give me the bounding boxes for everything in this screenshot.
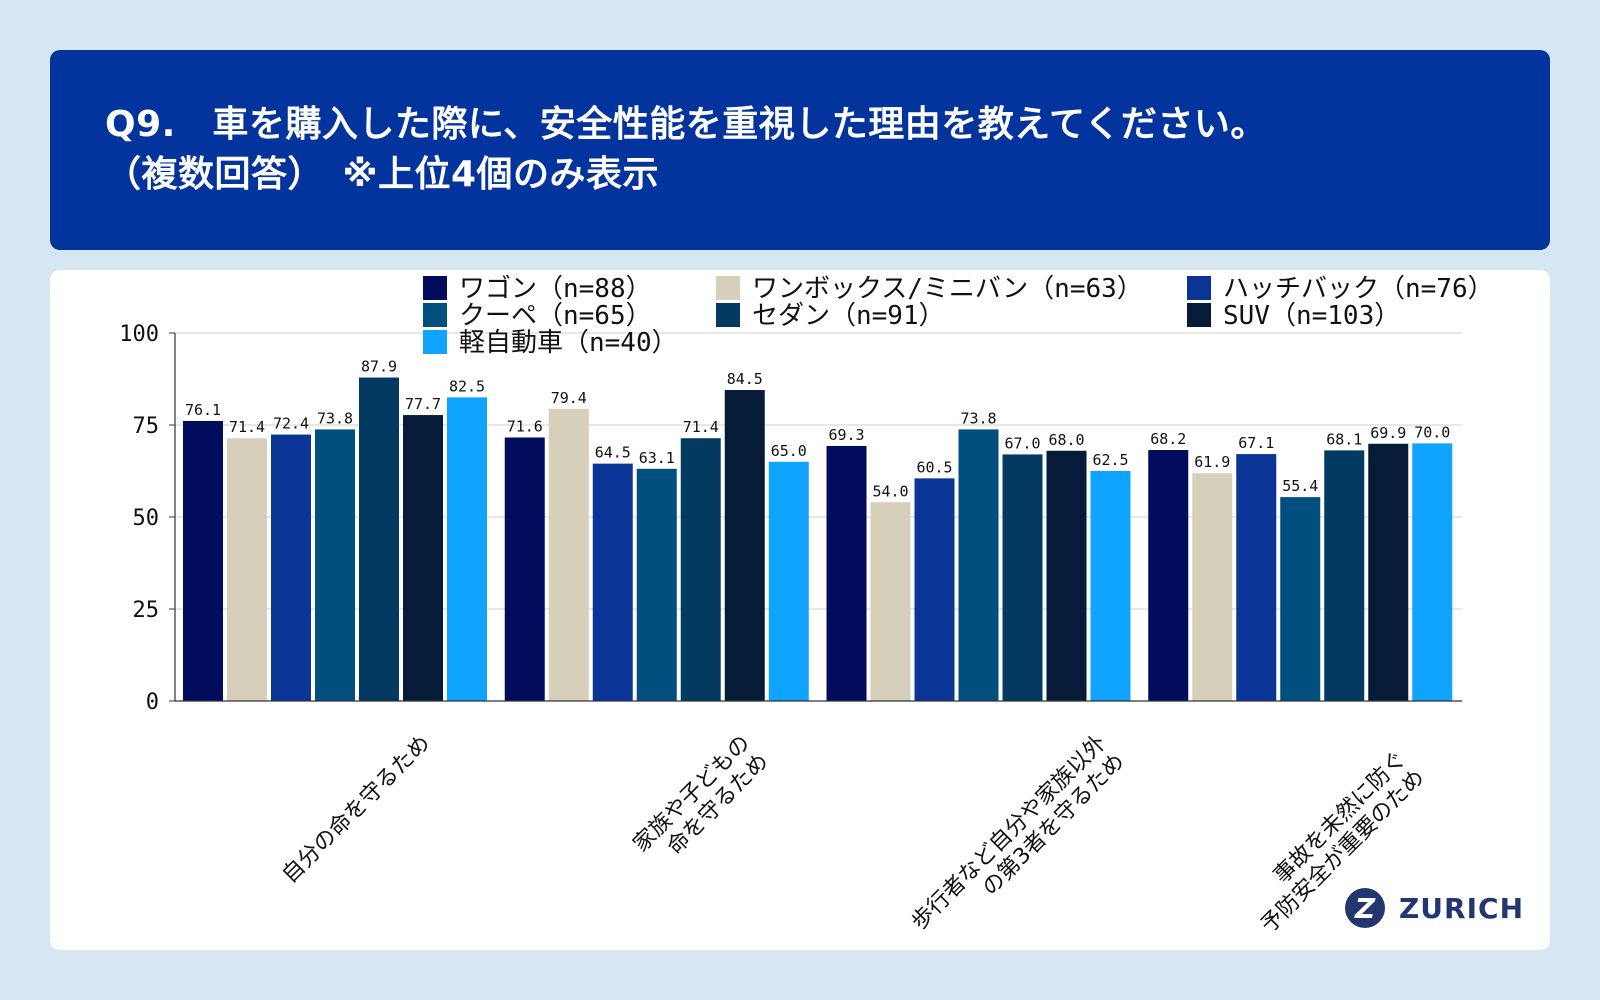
bar-value-label: 71.6: [507, 418, 543, 436]
bar: [870, 502, 911, 701]
bar: [724, 390, 765, 701]
legend-swatch: [423, 303, 447, 327]
bar: [636, 468, 677, 701]
question-title-line2: （複数回答） ※上位4個のみ表示: [105, 154, 660, 195]
bar-value-label: 82.5: [449, 377, 485, 395]
bar: [548, 408, 589, 701]
legend-swatch: [716, 276, 740, 300]
legend-swatch: [423, 276, 447, 300]
bar: [227, 438, 267, 701]
zurich-logo: Z ZURICH: [1345, 886, 1524, 930]
bar-value-label: 65.0: [771, 442, 807, 460]
legend-swatch: [1187, 276, 1211, 300]
zurich-mark-icon: Z: [1345, 888, 1385, 928]
legend-label: クーペ（n=65）: [459, 301, 652, 331]
bar: [183, 420, 223, 701]
legend-label: セダン（n=91）: [752, 301, 945, 331]
bar: [271, 434, 311, 701]
bar: [1046, 450, 1087, 701]
y-tick-label: 50: [133, 506, 160, 531]
bar-value-label: 70.0: [1414, 423, 1450, 441]
bar: [1192, 473, 1233, 701]
bar-value-label: 68.1: [1326, 430, 1362, 448]
bar: [315, 429, 355, 701]
bar-value-label: 69.3: [828, 426, 864, 444]
bar: [826, 445, 867, 701]
bar-value-label: 79.4: [551, 389, 587, 407]
legend-label: ワゴン（n=88）: [459, 274, 652, 304]
bar-value-label: 55.4: [1282, 477, 1318, 495]
bar: [504, 437, 545, 701]
x-category-label-line: 歩行者など自分や家族以外: [907, 731, 1111, 935]
question-header: Q9. 車を購入した際に、安全性能を重視した理由を教えてください。 （複数回答）…: [50, 50, 1550, 250]
question-title-line1: Q9. 車を購入した際に、安全性能を重視した理由を教えてください。: [105, 104, 1267, 145]
bar-value-label: 71.4: [683, 418, 719, 436]
legend-swatch: [423, 330, 447, 354]
bar: [1368, 443, 1409, 701]
y-tick-label: 25: [133, 598, 160, 623]
y-tick-label: 0: [146, 690, 159, 715]
bar-value-label: 68.0: [1048, 431, 1084, 449]
zurich-wordmark: ZURICH: [1399, 891, 1524, 925]
bar-value-label: 71.4: [229, 418, 265, 436]
bar: [1236, 454, 1277, 701]
bar-value-label: 63.1: [639, 449, 675, 467]
bar-value-label: 54.0: [872, 482, 908, 500]
bar-value-label: 62.5: [1092, 451, 1128, 469]
bar: [768, 461, 809, 701]
x-category-label: 自分の命を守るため: [278, 731, 436, 889]
bar: [403, 415, 443, 701]
bar: [914, 478, 955, 701]
legend-label: SUV（n=103）: [1223, 301, 1400, 331]
bar-value-label: 67.0: [1004, 434, 1040, 452]
legend-label: ハッチバック（n=76）: [1223, 274, 1494, 304]
bar-value-label: 64.5: [595, 444, 631, 462]
bar: [680, 438, 721, 701]
bar-value-label: 67.1: [1238, 434, 1274, 452]
bar-value-label: 73.8: [960, 409, 996, 427]
bar-value-label: 84.5: [727, 370, 763, 388]
bar: [1148, 450, 1189, 701]
x-category-label-line: 自分の命を守るため: [278, 731, 436, 889]
bar-value-label: 61.9: [1194, 453, 1230, 471]
bar: [592, 463, 633, 701]
bar: [1324, 450, 1365, 701]
legend-swatch: [716, 303, 740, 327]
bar: [1090, 471, 1131, 701]
y-tick-label: 100: [119, 322, 159, 347]
bar: [1412, 443, 1453, 701]
legend-label: 軽自動車（n=40）: [459, 328, 678, 358]
legend-label: ワンボックス/ミニバン（n=63）: [752, 274, 1143, 304]
bar-value-label: 77.7: [405, 395, 441, 413]
bar: [1002, 454, 1043, 701]
bar-value-label: 60.5: [916, 458, 952, 476]
bar-value-label: 68.2: [1150, 430, 1186, 448]
bar: [359, 377, 399, 701]
y-tick-label: 75: [133, 414, 160, 439]
bar: [1280, 497, 1321, 701]
bar-value-label: 87.9: [361, 358, 397, 376]
bar-value-label: 76.1: [185, 401, 221, 419]
bar: [447, 397, 487, 701]
bar-value-label: 72.4: [273, 415, 309, 433]
bar-value-label: 73.8: [317, 409, 353, 427]
legend-swatch: [1187, 303, 1211, 327]
bar-value-label: 69.9: [1370, 424, 1406, 442]
bar: [958, 429, 999, 701]
